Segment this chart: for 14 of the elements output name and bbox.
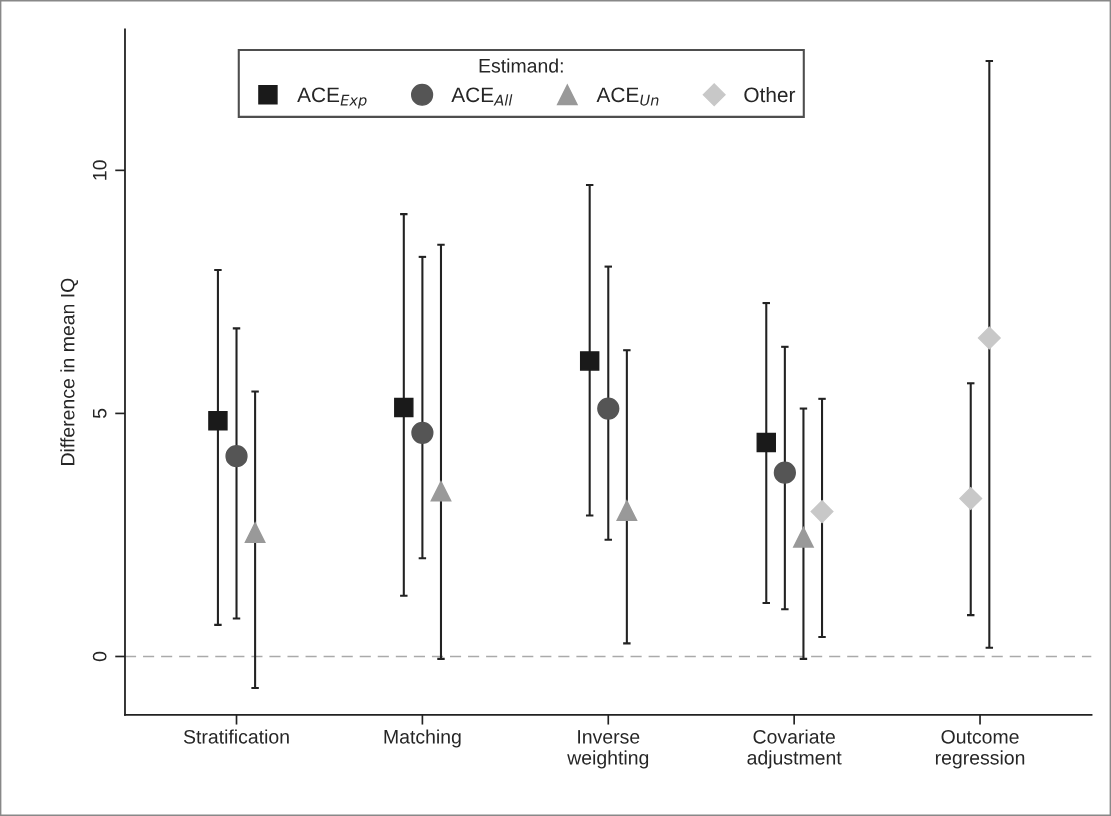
x-tick-label: Inverse weighting: [567, 730, 649, 769]
legend-label: ACE$_{All}$: [451, 87, 513, 106]
x-tick-label: Covariate adjustment: [747, 729, 842, 769]
y-tick-label: 0: [92, 651, 107, 662]
x-tick-label: Stratification: [183, 729, 289, 744]
legend-label: Other: [744, 86, 796, 103]
x-tick-label: Matching: [384, 729, 461, 748]
y-tick-label: 10: [92, 160, 107, 180]
x-tick-label: Outcome regression: [935, 729, 1025, 769]
y-tick-label: 5: [92, 408, 107, 419]
legend-label: ACE$_{Exp}$: [297, 87, 367, 109]
legend-label: ACE$_{Un}$: [596, 87, 659, 106]
y-axis-title: Difference in mean IQ: [60, 278, 79, 465]
legend-title: Estimand:: [479, 58, 563, 73]
